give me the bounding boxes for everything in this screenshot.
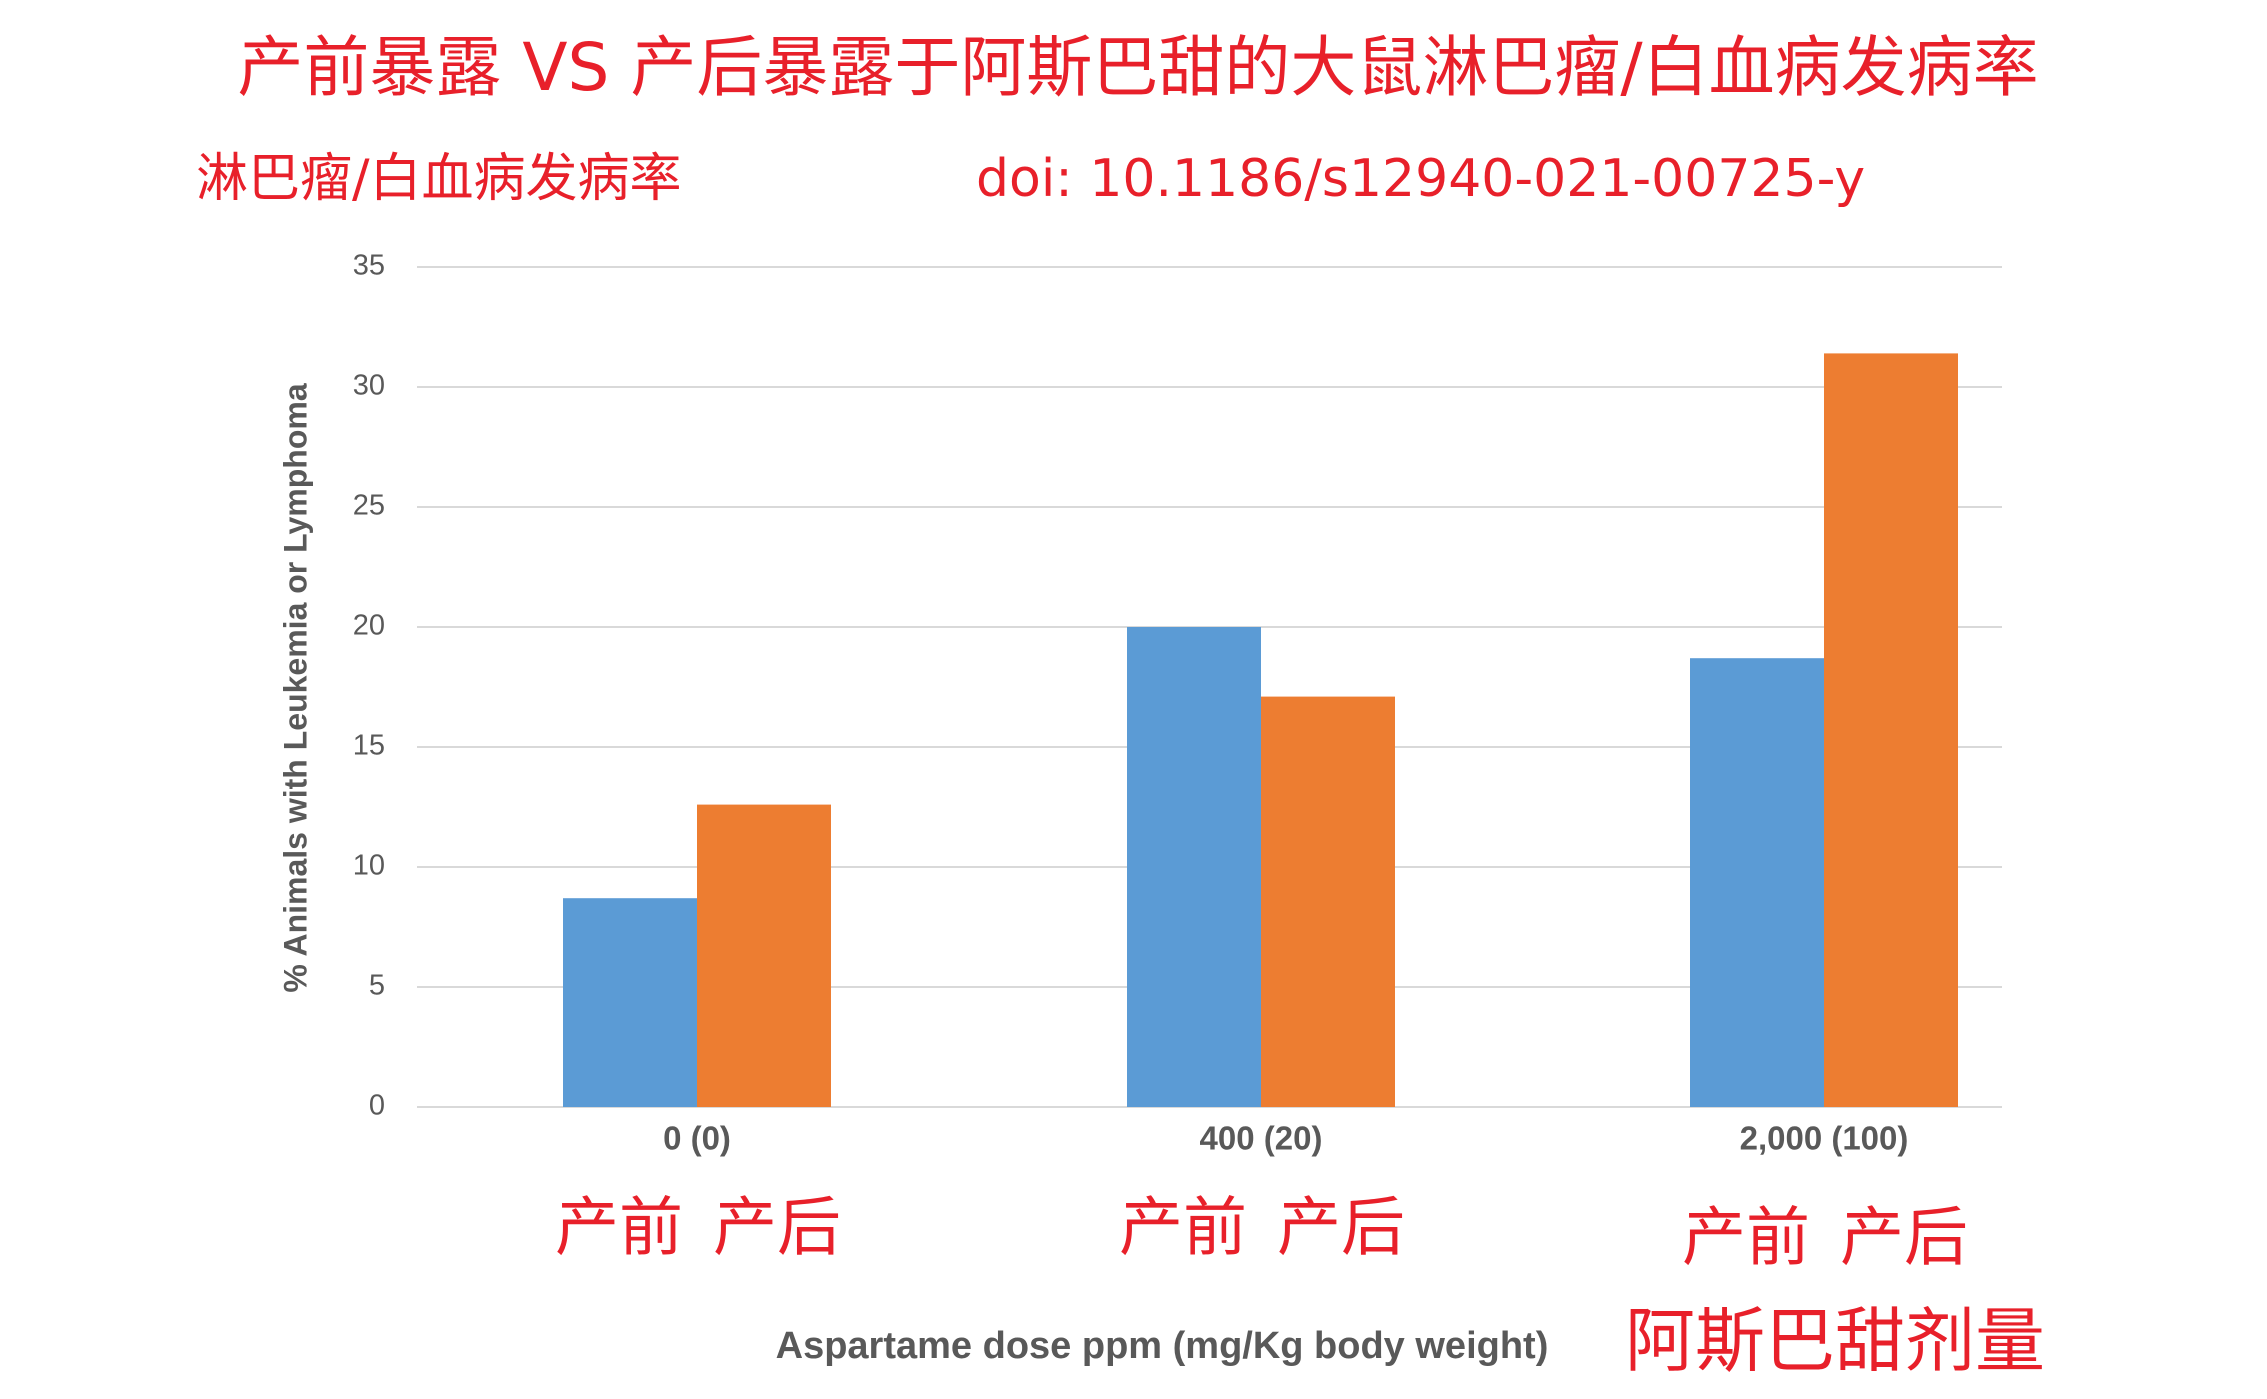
bar — [1690, 658, 1824, 1107]
bar — [697, 804, 831, 1107]
chart-subtitle: 淋巴瘤/白血病发病率 — [196, 149, 682, 209]
group-label: 产后 — [713, 1192, 841, 1266]
bar — [1261, 696, 1395, 1107]
bar — [563, 898, 697, 1107]
x-tick-label: 0 (0) — [663, 1120, 731, 1157]
bar — [1127, 627, 1261, 1107]
annotation: 阿斯巴甜剂量 — [1625, 1300, 2045, 1382]
y-tick-label: 20 — [353, 610, 385, 642]
y-tick-label: 10 — [353, 850, 385, 882]
group-label: 产前 — [1682, 1202, 1810, 1276]
y-tick-label: 5 — [369, 970, 385, 1002]
group-label: 产后 — [1840, 1202, 1968, 1276]
x-tick-label: 2,000 (100) — [1740, 1120, 1909, 1157]
group-label: 产前 — [1119, 1192, 1247, 1266]
x-tick-label: 400 (20) — [1200, 1120, 1323, 1157]
bar — [1824, 353, 1958, 1107]
y-tick-label: 35 — [353, 250, 385, 282]
chart-title: 产前暴露 VS 产后暴露于阿斯巴甜的大鼠淋巴瘤/白血病发病率 — [237, 29, 2038, 106]
y-axis-title: % Animals with Leukemia or Lymphoma — [277, 383, 313, 993]
y-tick-label: 15 — [353, 730, 385, 762]
y-tick-label: 0 — [369, 1090, 385, 1122]
x-axis-title: Aspartame dose ppm (mg/Kg body weight) — [776, 1325, 1549, 1367]
y-tick-label: 25 — [353, 490, 385, 522]
y-tick-label: 30 — [353, 370, 385, 402]
group-label: 产前 — [555, 1192, 683, 1266]
doi: doi: 10.1186/s12940-021-00725-y — [976, 149, 1865, 209]
group-label: 产后 — [1277, 1192, 1405, 1266]
